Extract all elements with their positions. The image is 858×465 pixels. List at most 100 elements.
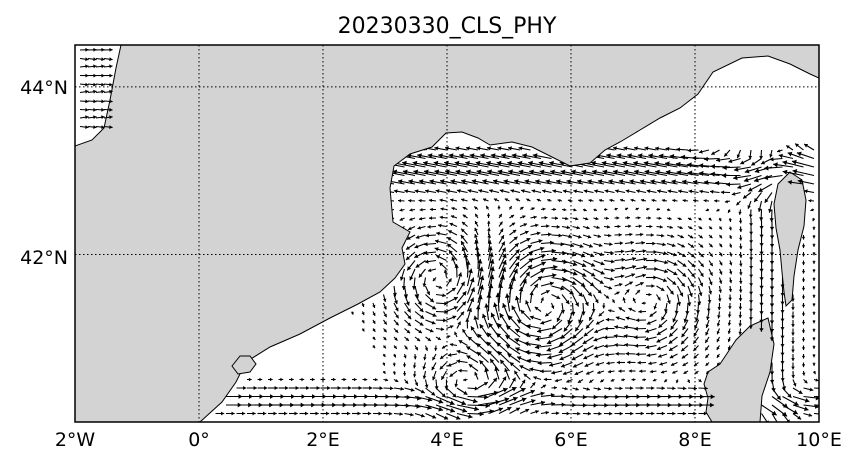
current-arrowhead: [709, 226, 713, 230]
current-arrowhead: [710, 402, 714, 408]
current-arrowhead: [484, 394, 489, 400]
current-arrowhead: [597, 387, 601, 391]
current-arrowhead: [448, 250, 453, 255]
current-arrowhead: [461, 241, 465, 246]
current-arrowhead: [604, 189, 609, 194]
current-arrowhead: [801, 245, 806, 249]
current-arrowhead: [450, 215, 455, 219]
current-arrowhead: [739, 237, 743, 241]
current-arrowhead: [717, 307, 722, 311]
current-arrowhead: [583, 355, 588, 360]
current-arrowhead: [566, 179, 571, 184]
current-arrowhead: [382, 298, 387, 302]
current-arrowhead: [427, 337, 431, 341]
current-arrowhead: [566, 411, 570, 416]
current-arrowhead: [710, 394, 715, 400]
current-arrowhead: [497, 351, 503, 356]
current-arrowhead: [466, 146, 470, 151]
current-arrowhead: [763, 175, 769, 181]
current-arrowhead: [546, 224, 550, 228]
current-arrowhead: [604, 207, 608, 212]
current-arrowhead: [493, 198, 498, 202]
current-arrowhead: [109, 125, 113, 129]
current-arrowhead: [540, 400, 546, 406]
current-arrowhead: [748, 214, 753, 218]
current-arrowhead: [687, 379, 690, 383]
current-arrowhead: [470, 287, 475, 293]
current-arrowhead: [525, 300, 530, 305]
current-arrowhead: [566, 379, 570, 383]
current-arrowhead: [664, 260, 669, 265]
current-arrowhead: [372, 336, 376, 340]
current-arrow: [771, 413, 780, 422]
current-arrowhead: [93, 89, 97, 94]
current-arrowhead: [520, 207, 524, 210]
current-arrowhead: [501, 247, 506, 252]
current-arrowhead: [819, 412, 822, 416]
current-arrowhead: [669, 225, 673, 229]
current-arrowhead: [653, 275, 657, 280]
current-arrowhead: [812, 371, 816, 375]
current-arrowhead: [651, 411, 655, 416]
current-arrowhead: [642, 249, 647, 254]
current-arrowhead: [782, 169, 788, 175]
current-arrowhead: [526, 198, 530, 202]
current-arrowhead: [566, 225, 570, 230]
current-arrowhead: [93, 57, 97, 62]
current-arrowhead: [614, 207, 618, 211]
current-arrowhead: [252, 411, 256, 416]
current-arrowhead: [587, 291, 592, 297]
current-arrowhead: [474, 227, 478, 232]
current-arrowhead: [608, 286, 612, 290]
current-arrowhead: [667, 300, 671, 304]
current-arrowhead: [372, 320, 376, 324]
current-arrowhead: [479, 284, 484, 290]
current-arrowhead: [812, 363, 816, 366]
current-arrowhead: [728, 297, 732, 301]
current-arrowhead: [631, 378, 635, 382]
current-arrowhead: [402, 364, 407, 368]
current-arrowhead: [438, 153, 443, 159]
current-arrowhead: [610, 250, 614, 255]
current-arrowhead: [85, 73, 89, 78]
current-arrowhead: [719, 262, 723, 266]
current-arrowhead: [778, 153, 783, 159]
current-arrowhead: [718, 298, 722, 302]
current-arrowhead: [572, 271, 578, 276]
current-arrowhead: [440, 179, 445, 184]
current-arrowhead: [406, 329, 410, 334]
current-arrowhead: [669, 290, 674, 295]
current-arrowhead: [749, 223, 753, 227]
current-arrowhead: [534, 306, 539, 311]
current-arrowhead: [521, 379, 526, 384]
current-arrowhead: [407, 266, 412, 271]
current-arrowhead: [627, 153, 632, 159]
current-arrowhead: [716, 354, 720, 358]
current-arrowhead: [406, 246, 410, 250]
current-arrowhead: [661, 411, 665, 416]
current-arrowhead: [703, 411, 708, 416]
current-arrowhead: [625, 316, 630, 321]
current-arrowhead: [478, 189, 483, 193]
current-arrowhead: [454, 383, 459, 388]
current-arrowhead: [497, 146, 502, 151]
current-arrowhead: [598, 243, 603, 247]
current-arrowhead: [93, 115, 97, 120]
current-arrowhead: [747, 205, 751, 209]
current-arrowhead: [691, 253, 695, 258]
current-arrowhead: [729, 262, 733, 266]
current-arrowhead: [520, 310, 525, 315]
current-arrowhead: [600, 379, 604, 383]
current-arrowhead: [682, 263, 687, 267]
current-arrowhead: [736, 154, 741, 158]
map-title: 20230330_CLS_PHY: [338, 14, 557, 39]
current-arrowhead: [595, 362, 600, 366]
current-arrowhead: [634, 335, 638, 340]
current-arrowhead: [487, 350, 493, 355]
current-arrowhead: [639, 369, 643, 373]
current-arrowhead: [621, 257, 626, 262]
current-arrowhead: [469, 297, 475, 303]
current-arrowhead: [418, 329, 422, 333]
current-arrowhead: [571, 252, 576, 257]
current-arrowhead: [597, 234, 601, 238]
